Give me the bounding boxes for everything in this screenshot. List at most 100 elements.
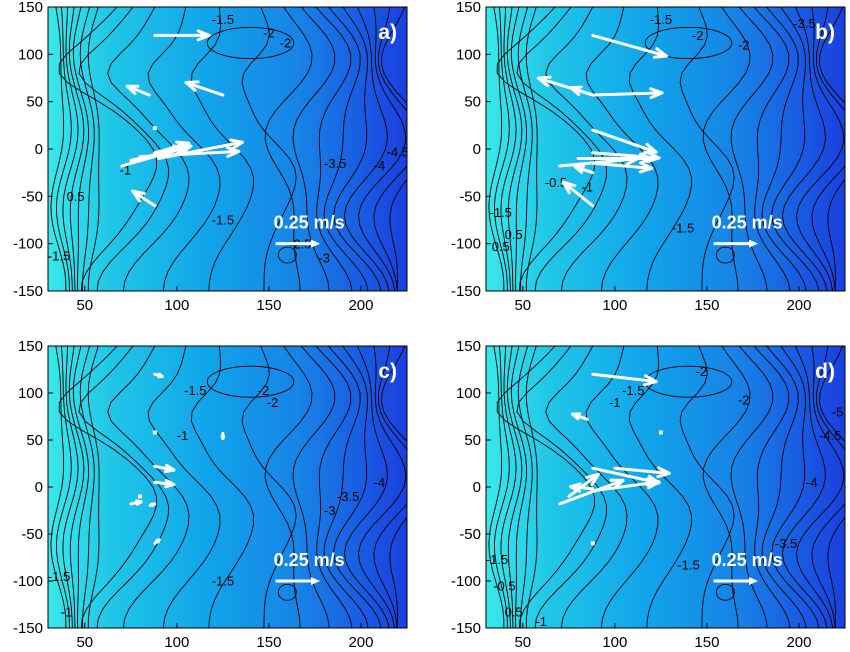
contour-field [486, 346, 845, 628]
contour-line [753, 7, 791, 291]
contour-label: -4 [806, 475, 818, 490]
contour-line [493, 346, 510, 628]
contour-label: -1 [535, 614, 547, 629]
contour-line [343, 7, 390, 291]
velocity-arrowhead [229, 138, 244, 151]
contour-line [761, 346, 807, 628]
y-tick-label: 150 [456, 0, 481, 16]
velocity-arrowhead [134, 499, 143, 506]
velocity-arrowhead [177, 143, 193, 156]
panel-d: -1.5-2-2-1-4-4.5-5-3.5-1.5-10.5-0.5-1.5 0… [451, 338, 846, 651]
panel-label: a) [378, 21, 397, 44]
contour-line [79, 346, 95, 628]
velocity-arrowhead [649, 87, 664, 100]
contour-line [496, 7, 595, 291]
velocity-arrowhead [163, 463, 176, 474]
velocity-vector [138, 494, 143, 499]
contour-line [78, 346, 169, 628]
scale-label: 0.25 m/s [712, 550, 783, 570]
contour-line [190, 346, 254, 628]
contour-line [333, 346, 382, 628]
panel-b: -1.5 -2 -2 -3.5 -0.5 -1 -1.5 -1.5 0.50.5 0.25 m/s… [451, 0, 846, 314]
velocity-vector [591, 466, 661, 485]
contour-label: -3.5 [775, 536, 797, 551]
velocity-arrowhead [148, 502, 154, 508]
contour-line [781, 7, 828, 291]
contour-line [72, 346, 90, 628]
contour-label: -1.5 [622, 383, 644, 398]
contour-label: -1.5 [212, 574, 234, 589]
contour-line [58, 346, 157, 628]
contour-line [323, 7, 369, 291]
contour-line [78, 7, 169, 291]
contour-closed [644, 26, 733, 60]
velocity-arrowhead [571, 412, 582, 421]
scale-arrowhead [311, 239, 321, 248]
velocity-vector [591, 372, 658, 384]
scale-arrowhead [749, 577, 759, 585]
contour-line [628, 7, 692, 291]
velocity-vector [567, 472, 600, 498]
contour-line [323, 346, 369, 628]
contour-line [517, 7, 533, 291]
contour-label: -1.5 [184, 383, 206, 398]
contour-label: -5 [832, 405, 844, 420]
velocity-arrowhead [569, 482, 582, 493]
vector-field [129, 372, 226, 546]
y-tick-label: -150 [13, 283, 43, 300]
contour-line [781, 346, 828, 628]
contour-field [486, 7, 845, 291]
contour-line [679, 346, 735, 628]
contour-line [333, 7, 382, 291]
contour-label: -1.5 [212, 213, 234, 228]
contour-label: -1.5 [212, 12, 234, 27]
contour-line [516, 7, 607, 291]
velocity-arrowhead [645, 474, 661, 487]
contour-label: 0.5 [505, 605, 523, 620]
contour-closed [715, 246, 735, 264]
y-tick-label: -100 [13, 236, 43, 253]
contour-line [545, 7, 628, 291]
scale-label: 0.25 m/s [274, 213, 345, 233]
contour-label: -1.5 [650, 12, 672, 27]
contour-line [517, 346, 533, 628]
x-tick-label: 50 [76, 297, 93, 314]
y-tick-label: 100 [18, 385, 43, 402]
contour-line [510, 7, 528, 291]
contour-line [381, 346, 407, 628]
velocity-arrowhead [125, 84, 140, 96]
contour-line [50, 346, 67, 628]
velocity-arrowhead [155, 538, 161, 544]
y-tick-label: -50 [459, 188, 481, 205]
scale-arrowhead [749, 239, 759, 248]
contour-line [373, 7, 407, 291]
x-tick-label: 50 [76, 634, 93, 651]
contour-line [381, 7, 407, 291]
x-tick-label: 200 [786, 634, 811, 651]
contour-line [55, 346, 72, 628]
contour-label: -2 [696, 364, 708, 379]
velocity-vector [558, 478, 625, 506]
contour-lines: -1.5 -2 -2 -3.5 -0.5 -1 -1.5 -1.5 0.50.5 [488, 7, 845, 291]
contour-line [58, 7, 157, 291]
velocity-vector [613, 466, 671, 475]
contour-closed [715, 583, 735, 601]
contour-line [811, 7, 845, 291]
x-tick-label: 150 [256, 634, 281, 651]
contour-line [585, 7, 659, 291]
y-tick-label: -150 [451, 620, 481, 637]
y-tick-label: 50 [464, 94, 481, 111]
velocity-arrowhead [643, 374, 658, 387]
contour-label: -1.5 [486, 552, 508, 567]
contour-label: -4 [374, 158, 386, 173]
velocity-arrowhead [656, 466, 671, 479]
y-tick-label: 0 [35, 141, 43, 158]
contour-label: -1 [581, 180, 593, 195]
contour-line [315, 346, 353, 628]
contour-label: -2 [280, 36, 292, 51]
contour-line [488, 346, 505, 628]
contour-line [819, 7, 845, 291]
contour-label: -3.5 [324, 156, 346, 171]
contour-lines: -1.5-2-2-1-4-4.5-5-3.5-1.5-10.5-0.5-1.5 [486, 346, 845, 629]
